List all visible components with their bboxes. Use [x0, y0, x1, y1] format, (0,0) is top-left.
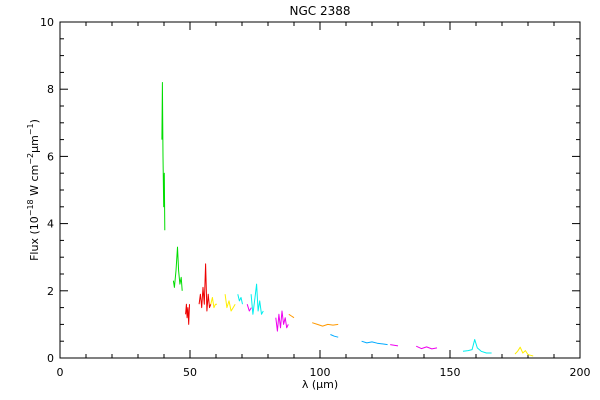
- y-tick-label: 6: [47, 150, 54, 163]
- series-group: [161, 82, 534, 357]
- series-line: [275, 310, 289, 332]
- plot-frame: [59, 21, 581, 359]
- chart-title: NGC 2388: [289, 4, 350, 18]
- series-line: [312, 322, 339, 327]
- series-line: [198, 263, 212, 312]
- y-tick-label: 0: [47, 352, 54, 365]
- series-line: [514, 346, 534, 357]
- y-tick-label: 2: [47, 285, 54, 298]
- series-line: [185, 303, 190, 325]
- series-line: [361, 340, 388, 346]
- series-line: [288, 313, 295, 319]
- x-tick-labels: 0 50 100 150 200: [57, 366, 591, 379]
- x-tick-label: 50: [183, 366, 197, 379]
- plot-border: [59, 21, 581, 359]
- series-line: [161, 82, 166, 231]
- ylabel-close: ): [28, 119, 41, 123]
- series-line: [237, 294, 243, 305]
- y-tick-labels: 0 2 4 6 8 10: [40, 16, 54, 365]
- ylabel-base: Flux (10: [28, 216, 41, 261]
- series-line: [390, 344, 399, 347]
- y-axis-label: Flux (10−18 W cm−2μm−1): [26, 119, 41, 261]
- y-tick-label: 4: [47, 218, 54, 231]
- series-line: [210, 297, 217, 309]
- x-tick-label: 0: [57, 366, 64, 379]
- ylabel-exp3: −1: [26, 123, 35, 135]
- ylabel-unit: μm: [28, 135, 41, 153]
- ylabel-exp1: −18: [26, 199, 35, 216]
- x-tick-label: 150: [440, 366, 461, 379]
- series-line: [224, 294, 236, 312]
- y-tick-label: 8: [47, 83, 54, 96]
- series-line: [415, 345, 438, 350]
- series-line: [246, 304, 252, 312]
- series-line: [330, 334, 339, 338]
- series-line: [462, 339, 492, 354]
- x-tick-label: 200: [570, 366, 591, 379]
- series-line: [250, 283, 264, 315]
- x-axis-label: λ (μm): [302, 378, 338, 391]
- x-tick-label: 100: [310, 366, 331, 379]
- ylabel-exp2: −2: [26, 153, 35, 165]
- y-tick-label: 10: [40, 16, 54, 29]
- series-line: [172, 246, 183, 291]
- ylabel-mid: W cm: [28, 165, 41, 200]
- axis-ticks: [59, 21, 581, 359]
